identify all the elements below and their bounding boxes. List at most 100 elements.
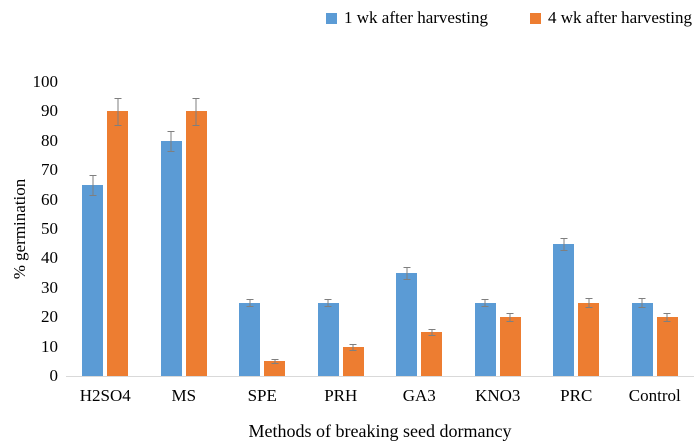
bar-group	[66, 82, 145, 376]
x-tick-label: GA3	[402, 386, 436, 405]
plot-area	[66, 82, 694, 376]
error-bar-cap	[403, 278, 411, 280]
x-tick-label: SPE	[247, 386, 277, 405]
bar	[107, 98, 129, 376]
error-bar	[641, 298, 643, 307]
error-bar	[117, 98, 119, 125]
bar	[656, 313, 678, 376]
x-tick-label: KNO3	[475, 386, 521, 405]
y-tick-label: 100	[32, 72, 59, 91]
error-bar-cap	[481, 306, 489, 308]
error-bar-cap	[585, 306, 593, 308]
error-bar	[195, 98, 197, 125]
error-bar	[274, 359, 276, 364]
bar-group	[302, 82, 381, 376]
bar	[421, 328, 443, 376]
bar-group	[145, 82, 224, 376]
error-bar-cap	[428, 328, 436, 330]
bar	[317, 298, 339, 376]
bar	[499, 313, 521, 376]
error-bar-cap	[663, 313, 671, 315]
error-bar-cap	[481, 298, 489, 300]
bar	[342, 343, 364, 376]
error-bar-cap	[349, 343, 357, 345]
x-tick-label: H2SO4	[79, 386, 131, 405]
x-tick-label: PRC	[560, 386, 593, 405]
error-bar-cap	[506, 321, 514, 323]
error-bar-cap	[89, 195, 97, 197]
bar	[396, 267, 418, 376]
bar-group	[223, 82, 302, 376]
y-tick-label: 70	[41, 160, 58, 180]
legend-swatch-icon	[326, 12, 338, 24]
legend-item: 4 wk after harvesting	[530, 8, 692, 28]
error-bar-cap	[271, 363, 279, 365]
error-bar	[563, 237, 565, 250]
error-bar-cap	[403, 267, 411, 269]
legend: 1 wk after harvesting 4 wk after harvesti…	[326, 8, 692, 28]
bar	[160, 130, 182, 376]
error-bar-cap	[506, 313, 514, 315]
y-tick-label: 50	[41, 219, 58, 238]
error-bar-cap	[324, 298, 332, 300]
error-bar	[92, 174, 94, 196]
error-bar	[484, 298, 486, 307]
error-bar-cap	[349, 349, 357, 351]
x-tick-label: MS	[171, 386, 197, 405]
legend-label: 1 wk after harvesting	[344, 8, 489, 27]
x-tick-label: PRH	[324, 386, 358, 405]
error-bar-cap	[560, 249, 568, 251]
bar-group	[459, 82, 538, 376]
y-tick-label: 60	[41, 189, 58, 209]
bar	[82, 174, 104, 376]
error-bar	[431, 328, 433, 335]
error-bar	[406, 267, 408, 279]
legend-swatch-icon	[530, 12, 542, 24]
bar	[553, 237, 575, 376]
legend-label: 4 wk after harvesting	[548, 8, 692, 27]
error-bar-cap	[663, 321, 671, 323]
error-bar-cap	[638, 306, 646, 308]
error-bar-cap	[428, 334, 436, 336]
error-bar	[249, 298, 251, 307]
error-bar-cap	[114, 124, 122, 126]
bar	[474, 298, 496, 376]
error-bar-cap	[192, 124, 200, 126]
legend-item: 1 wk after harvesting	[326, 8, 488, 28]
x-axis-title: Methods of breaking seed dormancy	[248, 421, 512, 441]
error-bar-cap	[167, 151, 175, 153]
error-bar	[170, 130, 172, 152]
bar	[239, 298, 261, 376]
error-bar	[352, 343, 354, 350]
error-bar-cap	[114, 98, 122, 100]
bar-group	[616, 82, 695, 376]
x-tick-label: Control	[628, 386, 681, 405]
bar-group	[380, 82, 459, 376]
error-bar	[588, 298, 590, 307]
error-bar-cap	[560, 237, 568, 239]
error-bar-cap	[192, 98, 200, 100]
y-tick-label: 80	[41, 130, 58, 150]
error-bar-cap	[585, 298, 593, 300]
y-tick-label: 30	[41, 277, 58, 297]
x-axis-line	[66, 376, 694, 377]
y-tick-label: 20	[41, 307, 58, 327]
bar	[578, 298, 600, 376]
error-bar-cap	[246, 306, 254, 308]
error-bar-cap	[271, 359, 279, 361]
bar-group	[537, 82, 616, 376]
error-bar	[509, 313, 511, 322]
error-bar-cap	[324, 306, 332, 308]
error-bar-cap	[89, 174, 97, 176]
y-tick-label: 90	[41, 101, 58, 121]
bar	[264, 359, 286, 376]
y-tick-label: 10	[41, 336, 58, 356]
error-bar-cap	[638, 298, 646, 300]
error-bar-cap	[246, 298, 254, 300]
bar	[185, 98, 207, 376]
error-bar	[666, 313, 668, 322]
y-tick-label: 0	[49, 366, 59, 385]
error-bar-cap	[167, 130, 175, 132]
error-bar	[327, 298, 329, 307]
